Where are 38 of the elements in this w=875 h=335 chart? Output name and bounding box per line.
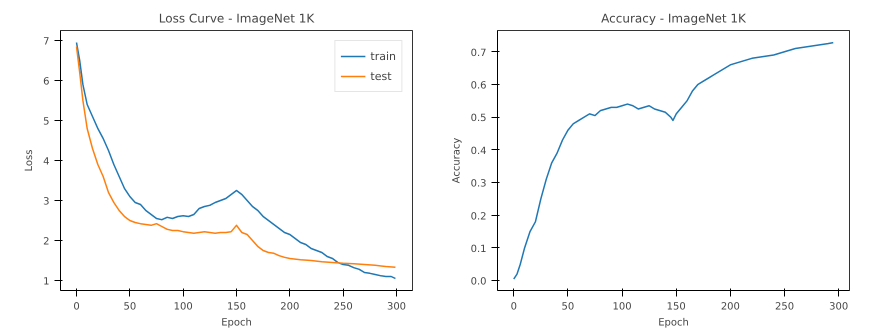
y-tick-label: 1 [43,276,50,288]
y-tick-label: 7 [43,36,50,48]
y-tick-label: 6 [43,76,50,88]
x-tick-label: 200 [280,302,300,312]
x-tick-label: 0 [510,302,517,312]
x-tick-label: 150 [226,302,246,312]
legend-label: test [370,70,392,82]
legend-label: train [370,50,396,62]
y-tick-label: 0.2 [470,211,487,222]
chart-title: Accuracy - ImageNet 1K [601,12,747,26]
x-tick-label: 50 [562,302,574,312]
y-axis-title: Accuracy [452,138,463,184]
y-tick-label: 0.4 [470,146,487,157]
x-axis-title: Epoch [221,318,252,328]
y-tick-label: 0.0 [470,276,487,288]
x-tick-label: 100 [174,302,193,312]
line-series [512,42,834,280]
x-axis-title: Epoch [658,318,689,328]
y-tick-label: 5 [43,116,50,128]
x-tick-label: 0 [73,302,80,312]
chart-title: Loss Curve - ImageNet 1K [158,12,316,26]
x-tick-label: 100 [612,302,632,312]
y-tick-label: 0.7 [470,48,487,59]
y-tick-label: 0.1 [470,244,487,255]
y-tick-label: 0.6 [470,80,487,92]
x-tick-label: 50 [123,302,136,312]
y-axis-title: Loss [24,150,36,172]
y-tick-label: 0.3 [470,178,487,190]
x-tick-label: 250 [334,302,353,312]
x-tick-label: 150 [666,302,686,312]
y-tick-label: 4 [43,156,50,168]
y-tick-label: 0.5 [470,113,487,124]
x-tick-label: 300 [829,302,848,312]
x-tick-label: 200 [720,302,740,312]
x-tick-label: 250 [774,302,794,312]
y-tick-label: 2 [43,236,50,248]
x-tick-label: 300 [386,302,406,312]
y-tick-label: 3 [43,196,50,208]
